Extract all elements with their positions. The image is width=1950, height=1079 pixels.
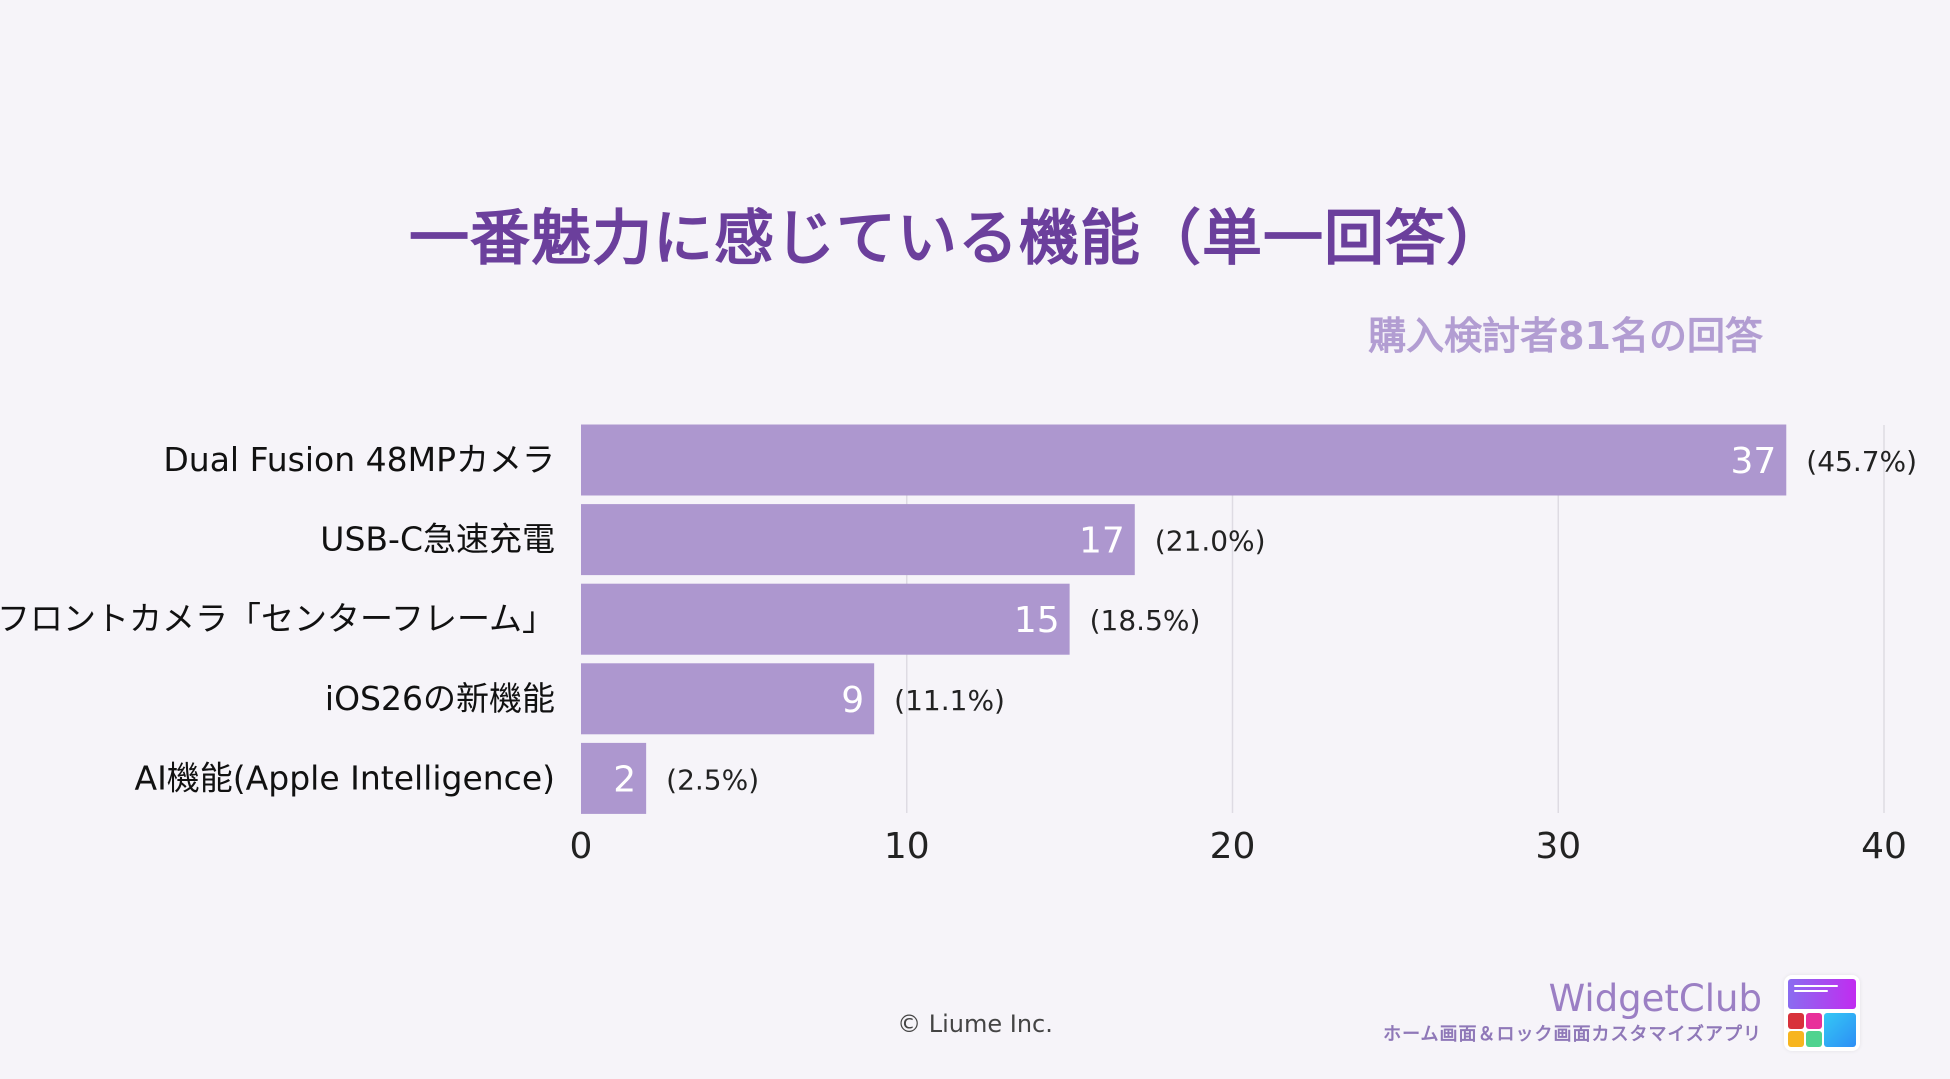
category-label: iOS26の新機能 [325, 679, 555, 718]
bar [581, 504, 1135, 576]
category-label: AI機能(Apple Intelligence) [135, 758, 556, 797]
brand-name: WidgetClub [1548, 977, 1762, 1020]
x-tick-label: 0 [570, 826, 593, 867]
bar [581, 742, 647, 814]
brand-tagline: ホーム画面＆ロック画面カスタマイズアプリ [1383, 1024, 1762, 1045]
bar [581, 424, 1787, 496]
bar-percent-label: (21.0%) [1155, 525, 1266, 558]
category-label: Dual Fusion 48MPカメラ [163, 440, 555, 479]
bar-value-label: 9 [841, 680, 864, 721]
bar [581, 583, 1070, 655]
x-tick-label: 10 [884, 826, 930, 867]
x-tick-label: 30 [1535, 826, 1581, 867]
bar-percent-label: (18.5%) [1090, 604, 1201, 637]
brand-block: WidgetClub ホーム画面＆ロック画面カスタマイズアプリ [1383, 978, 1762, 1046]
category-label: USB-C急速充電 [320, 520, 555, 559]
x-tick-label: 40 [1861, 826, 1907, 867]
copyright: © Liume Inc. [897, 1010, 1053, 1038]
bar-percent-label: (2.5%) [666, 763, 759, 796]
bar-value-label: 17 [1079, 521, 1125, 562]
category-label: フロントカメラ「センターフレーム」 [0, 599, 555, 638]
x-tick-label: 20 [1210, 826, 1256, 867]
bar-percent-label: (45.7%) [1806, 445, 1917, 478]
bar-value-label: 2 [613, 759, 636, 800]
widgetclub-logo-icon [1784, 975, 1860, 1051]
chart-title: 一番魅力に感じている機能（単一回答） [409, 204, 1507, 274]
chart-subtitle: 購入検討者81名の回答 [1368, 314, 1763, 358]
bar [581, 663, 875, 735]
bar-value-label: 37 [1730, 441, 1776, 482]
bar-value-label: 15 [1014, 600, 1060, 641]
bar-percent-label: (11.1%) [894, 684, 1005, 717]
